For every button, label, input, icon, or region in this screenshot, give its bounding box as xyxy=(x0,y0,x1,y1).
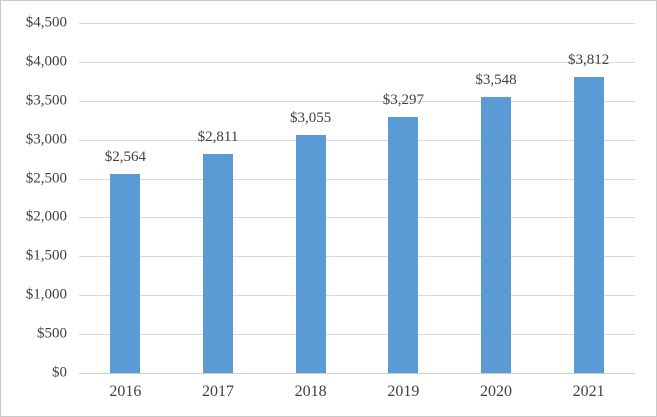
x-axis-category-label: 2021 xyxy=(572,383,605,400)
bar-value-label: $2,564 xyxy=(104,148,146,165)
y-axis-tick-label: $1,500 xyxy=(25,247,67,264)
y-axis-tick-label: $0 xyxy=(52,364,67,381)
y-axis-tick-label: $2,000 xyxy=(25,208,67,225)
y-axis-tick-label: $3,000 xyxy=(25,131,67,148)
bar-2020 xyxy=(481,97,511,373)
gridline xyxy=(79,217,635,219)
bar-value-label: $3,055 xyxy=(290,110,332,127)
x-axis-category-label: 2016 xyxy=(109,383,142,400)
gridline xyxy=(79,23,635,24)
bar-value-label: $2,811 xyxy=(197,129,239,146)
y-axis-tick-label: $3,500 xyxy=(25,92,67,109)
y-axis-tick-label: $4,500 xyxy=(25,14,67,31)
bar-2021 xyxy=(573,76,604,373)
bar-2016 xyxy=(110,173,141,373)
y-axis-tick-label: $1,000 xyxy=(25,286,67,303)
x-axis-category-label: 2018 xyxy=(294,383,327,400)
gridline xyxy=(79,139,635,141)
y-axis-tick-label: $2,500 xyxy=(25,170,67,187)
x-axis-category-label: 2020 xyxy=(480,383,512,400)
x-axis-category-label: 2019 xyxy=(387,383,420,400)
bar-value-label: $3,297 xyxy=(382,91,424,108)
bar-2019 xyxy=(388,116,419,373)
y-axis-tick-label: $4,000 xyxy=(25,53,67,70)
gridline xyxy=(79,61,635,63)
x-axis-line xyxy=(79,373,635,374)
bar-value-label: $3,812 xyxy=(568,51,610,68)
gridline xyxy=(79,334,635,336)
bar-value-label: $3,548 xyxy=(475,72,517,89)
bar-2017 xyxy=(203,154,233,373)
x-axis-category-label: 2017 xyxy=(202,383,234,400)
gridline xyxy=(79,295,635,297)
y-axis-tick-label: $500 xyxy=(37,325,67,342)
gridline xyxy=(79,256,635,258)
gridline xyxy=(79,178,635,180)
gridline xyxy=(79,100,635,102)
bar-2018 xyxy=(295,135,326,373)
